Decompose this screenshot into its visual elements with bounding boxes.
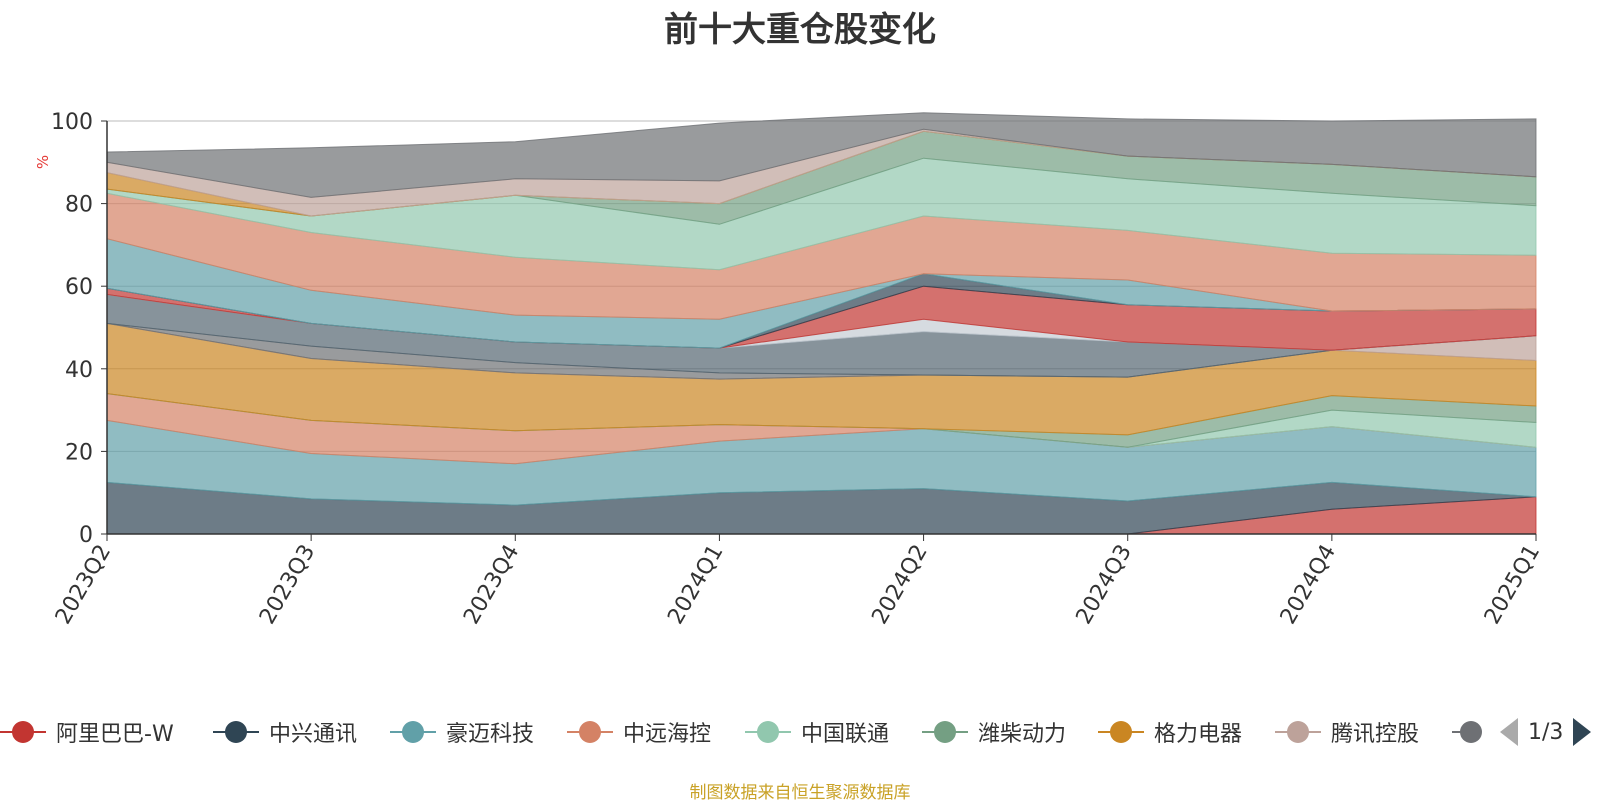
x-tick-label: 2023Q3: [255, 541, 320, 629]
legend-swatch-icon: [922, 719, 968, 745]
y-tick-label: 0: [79, 523, 93, 548]
y-tick-label: 60: [65, 275, 93, 300]
legend-label: 中国联通: [801, 722, 890, 747]
y-tick-label: 20: [65, 440, 93, 465]
y-tick-label: 40: [65, 358, 93, 383]
x-tick-label: 2025Q1: [1480, 541, 1545, 629]
y-tick-label: 100: [51, 110, 93, 135]
legend-label: 中远海控: [623, 722, 712, 747]
triangle-left-icon[interactable]: [1500, 718, 1518, 746]
x-tick-label: 2023Q4: [459, 541, 524, 629]
legend-label: 豪迈科技: [446, 722, 535, 747]
x-tick-label: 2023Q2: [51, 541, 116, 629]
legend-pager: 1/3: [1500, 712, 1592, 752]
area-series-20[interactable]: [106, 112, 1537, 198]
legend-item[interactable]: 中兴通讯: [213, 712, 357, 752]
legend-label: 潍柴动力: [978, 722, 1067, 747]
legend-item[interactable]: 潍柴动力: [922, 712, 1066, 752]
triangle-right-icon[interactable]: [1573, 718, 1592, 746]
x-tick-label: 2024Q2: [867, 541, 932, 629]
legend-item[interactable]: 腾讯控股: [1275, 712, 1419, 752]
stacked-area-chart: 0 20 40 60 80 100 2023Q2 2023Q3 2023Q4 2024Q1 2024…: [34, 110, 1545, 629]
legend-item[interactable]: 格力电器: [1098, 712, 1242, 752]
legend-item[interactable]: 中国联通: [745, 712, 889, 752]
legend-swatch-icon: [213, 719, 259, 745]
legend-label: 中兴通讯: [269, 722, 358, 747]
legend: 阿里巴巴-W 中兴通讯 豪迈科技 中远海控 中国联通 潍柴动力 格力电器 腾讯控股 1/3: [0, 712, 1600, 752]
legend-swatch-icon: [1098, 719, 1144, 745]
legend-swatch-icon: [0, 719, 46, 745]
legend-swatch-icon: [390, 719, 436, 745]
legend-page-indicator: 1/3: [1528, 719, 1564, 745]
legend-swatch-icon: [1452, 719, 1482, 745]
y-tick-label: 80: [65, 193, 93, 218]
legend-item[interactable]: 中远海控: [567, 712, 711, 752]
legend-label: 腾讯控股: [1331, 722, 1420, 747]
legend-swatch-icon: [1275, 719, 1321, 745]
series-areas: [106, 112, 1537, 535]
x-tick-label: 2024Q3: [1072, 541, 1137, 629]
legend-swatch-icon: [745, 719, 791, 745]
x-tick-label: 2024Q1: [663, 541, 728, 629]
legend-swatch-icon: [567, 719, 613, 745]
legend-item[interactable]: 豪迈科技: [390, 712, 534, 752]
legend-label: 阿里巴巴-W: [56, 722, 174, 747]
chart-title: 前十大重仓股变化: [664, 10, 936, 50]
legend-item[interactable]: 阿里巴巴-W: [0, 712, 174, 752]
y-axis-unit-label: %: [34, 155, 52, 169]
legend-item[interactable]: [1452, 712, 1484, 752]
source-note: 制图数据来自恒生聚源数据库: [689, 783, 911, 803]
x-tick-label: 2024Q4: [1276, 541, 1341, 629]
legend-label: 格力电器: [1154, 722, 1243, 747]
